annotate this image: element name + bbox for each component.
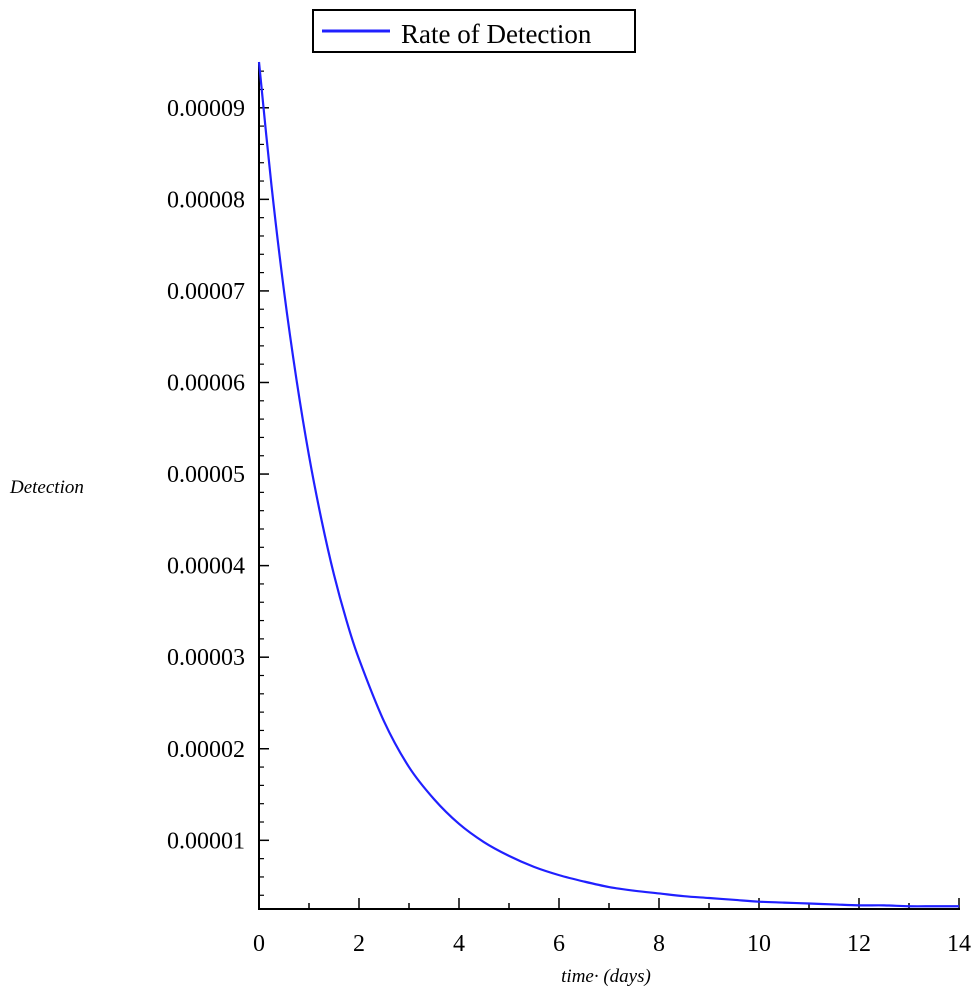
y-tick-label: 0.00002: [167, 737, 245, 763]
x-tick-label: 14: [947, 931, 971, 957]
x-tick-label: 6: [553, 931, 565, 957]
x-tick-label: 12: [847, 931, 871, 957]
y-tick-label: 0.00005: [167, 462, 245, 488]
x-axis-label: time· (days): [561, 966, 651, 987]
x-tick-label: 10: [747, 931, 771, 957]
axes: [258, 62, 960, 910]
series-line-rate-of-detection: [257, 61, 959, 908]
y-tick-label: 0.00008: [167, 187, 245, 213]
y-tick-label: 0.00006: [167, 370, 245, 396]
y-ticks: 0.00001 0.00002 0.00003 0.00004 0.00005 0.000…: [167, 70, 269, 896]
y-tick-label: 0.00003: [167, 645, 245, 671]
x-tick-label: 4: [453, 931, 465, 957]
x-tick-label: 2: [353, 931, 365, 957]
x-ticks: 0 2 4 6 8 10 12 14: [253, 898, 971, 957]
y-tick-label: 0.00009: [167, 96, 245, 122]
y-tick-label: 0.00001: [167, 828, 245, 854]
legend-label: Rate of Detection: [401, 19, 592, 49]
y-tick-label: 0.00007: [167, 279, 245, 305]
y-axis-label: Detection: [9, 477, 84, 498]
y-tick-label: 0.00004: [167, 554, 245, 580]
x-tick-label: 8: [653, 931, 665, 957]
legend: Rate of Detection: [312, 9, 636, 53]
x-tick-label: 0: [253, 931, 265, 957]
